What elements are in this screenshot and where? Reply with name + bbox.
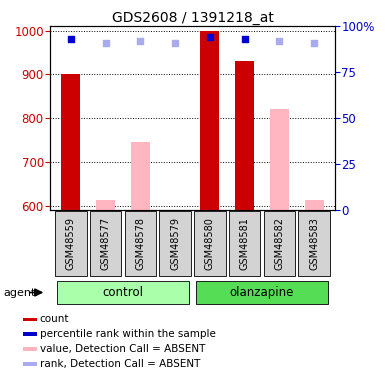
Bar [23,347,37,351]
Bar [270,110,289,210]
Bar [23,332,37,336]
Bar [131,142,150,210]
Text: agent: agent [4,288,36,297]
Bar [305,200,324,210]
Bar [23,318,37,321]
Text: olanzapine: olanzapine [230,286,294,299]
Bar [200,31,219,210]
Bar [90,211,121,276]
Text: count: count [40,314,69,324]
Point [68,36,74,42]
Bar [229,211,260,276]
Text: percentile rank within the sample: percentile rank within the sample [40,329,216,339]
Bar [125,211,156,276]
Text: GSM48580: GSM48580 [205,217,215,270]
Point [207,34,213,40]
Text: GSM48577: GSM48577 [100,217,110,270]
Text: value, Detection Call = ABSENT: value, Detection Call = ABSENT [40,344,205,354]
Text: GSM48582: GSM48582 [275,217,285,270]
Bar [23,362,37,366]
Bar [55,211,87,276]
Point [137,38,144,44]
Text: GSM48578: GSM48578 [136,217,146,270]
Bar [264,211,295,276]
Point [241,36,248,42]
Point [311,40,317,46]
Text: rank, Detection Call = ABSENT: rank, Detection Call = ABSENT [40,359,200,369]
Bar [61,74,80,210]
Text: GSM48579: GSM48579 [170,217,180,270]
Bar [96,200,115,210]
Text: GSM48559: GSM48559 [66,217,76,270]
Text: control: control [102,286,144,299]
Title: GDS2608 / 1391218_at: GDS2608 / 1391218_at [112,11,273,25]
Bar [196,280,328,304]
Point [102,40,109,46]
Bar [298,211,330,276]
Point [276,38,283,44]
Bar [194,211,226,276]
Point [172,40,178,46]
Bar [235,61,254,210]
Bar [159,211,191,276]
Text: GSM48583: GSM48583 [309,217,319,270]
Bar [57,280,189,304]
Text: GSM48581: GSM48581 [239,217,249,270]
